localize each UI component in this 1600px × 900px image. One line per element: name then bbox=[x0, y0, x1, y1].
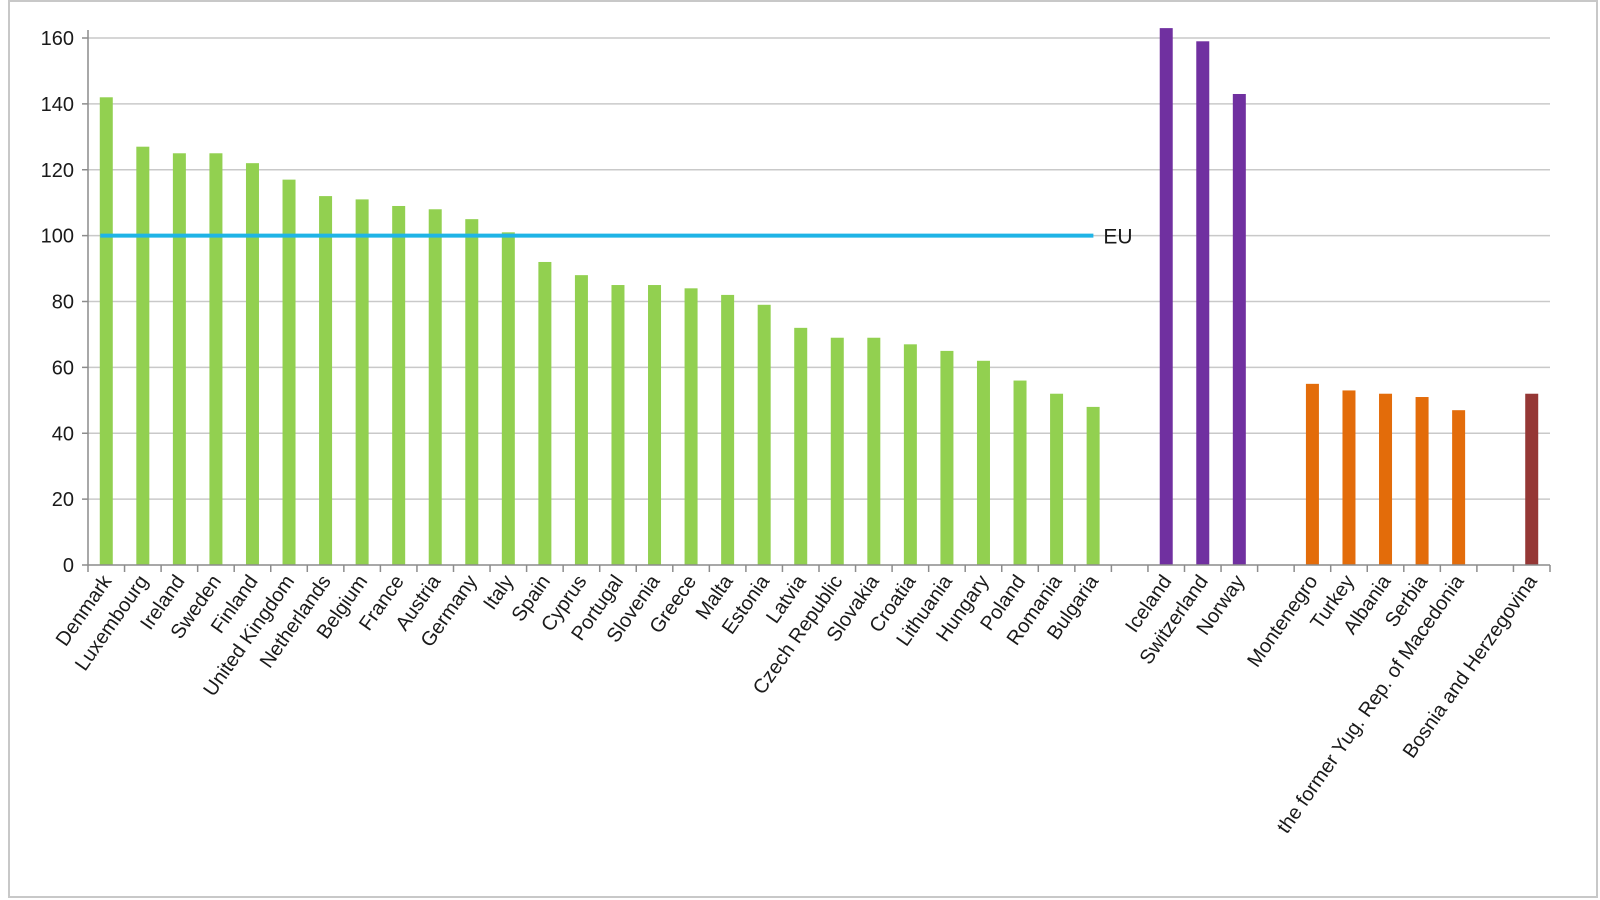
bar bbox=[1525, 393, 1539, 565]
bar bbox=[428, 209, 442, 565]
bar bbox=[1305, 383, 1319, 565]
bar bbox=[1013, 380, 1027, 565]
bar bbox=[538, 261, 552, 565]
bar bbox=[794, 327, 808, 565]
bars bbox=[99, 28, 1539, 566]
bar bbox=[757, 304, 771, 565]
y-tick-label: 80 bbox=[52, 292, 74, 314]
bar bbox=[1379, 393, 1393, 565]
bar bbox=[976, 360, 990, 565]
bar bbox=[1050, 393, 1064, 565]
bar bbox=[903, 344, 917, 565]
y-tick-label: 60 bbox=[52, 357, 74, 379]
bar bbox=[940, 350, 954, 565]
bar bbox=[1452, 410, 1466, 565]
y-axis: 0 20 40 60 80 100 120 140 160 bbox=[41, 28, 89, 577]
bar bbox=[172, 153, 186, 565]
bar bbox=[1342, 390, 1356, 565]
y-tick-label: 140 bbox=[41, 94, 74, 116]
bar bbox=[611, 285, 625, 565]
bar bbox=[319, 196, 333, 565]
bar bbox=[355, 199, 369, 566]
bar bbox=[282, 179, 296, 565]
bar bbox=[867, 337, 881, 565]
y-tick-label: 160 bbox=[41, 28, 74, 50]
bar bbox=[1196, 41, 1210, 565]
bar bbox=[392, 205, 406, 565]
chart-frame: 0 20 40 60 80 100 120 140 160 EU Denmark Luxembou… bbox=[8, 0, 1598, 898]
bar bbox=[1159, 28, 1173, 565]
eu-reference-label: EU bbox=[1103, 226, 1132, 249]
bar bbox=[1086, 406, 1100, 565]
bar bbox=[830, 337, 844, 565]
bar bbox=[1415, 397, 1429, 565]
bar bbox=[501, 232, 515, 566]
gridlines bbox=[88, 37, 1550, 500]
bar bbox=[1232, 93, 1246, 566]
bar bbox=[721, 294, 735, 565]
y-tick-label: 40 bbox=[52, 423, 74, 445]
bar bbox=[136, 146, 150, 565]
y-tick-label: 0 bbox=[63, 555, 74, 577]
x-axis: DenmarkLuxembourgIrelandSwedenFinlandUni… bbox=[52, 564, 1551, 838]
bar bbox=[209, 153, 223, 565]
bar bbox=[465, 219, 479, 565]
bar bbox=[99, 97, 113, 565]
bar bbox=[684, 288, 698, 565]
bar bbox=[574, 275, 588, 565]
bar bbox=[245, 163, 259, 565]
eu-reference: EU bbox=[100, 226, 1133, 249]
y-tick-label: 120 bbox=[41, 160, 74, 182]
y-tick-label: 100 bbox=[41, 226, 74, 248]
bar bbox=[648, 285, 662, 565]
y-tick-label: 20 bbox=[52, 489, 74, 511]
bar-chart: 0 20 40 60 80 100 120 140 160 EU DenmarkLuxembou… bbox=[41, 28, 1551, 838]
